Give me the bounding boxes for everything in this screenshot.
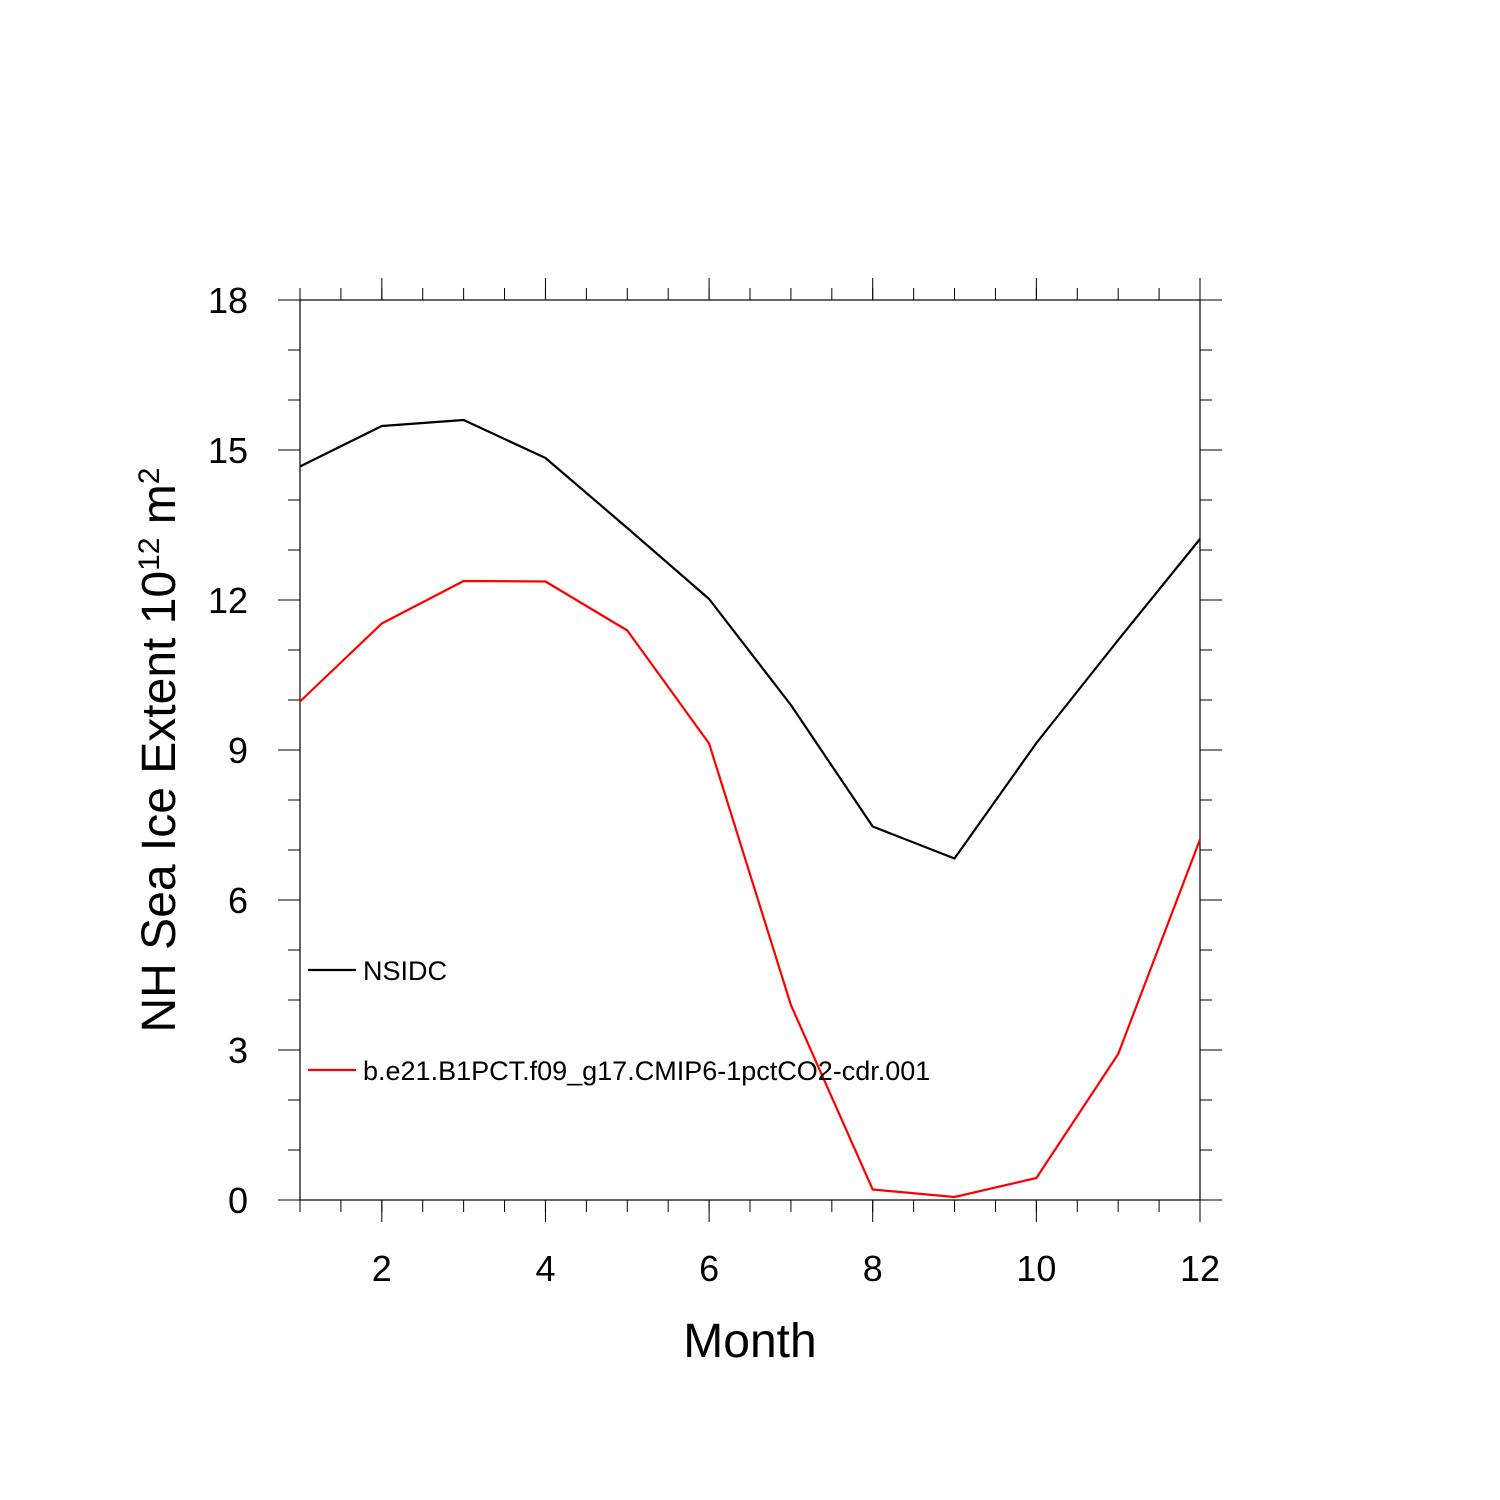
major-ticks <box>278 278 1222 1222</box>
legend: NSIDC b.e21.B1PCT.f09_g17.CMIP6-1pctCO2-c… <box>308 956 930 1086</box>
x-tick-label: 10 <box>1016 1248 1056 1289</box>
x-tick-label: 12 <box>1180 1248 1220 1289</box>
y-axis-title-exponent: 12 <box>133 538 166 571</box>
series-line-1 <box>299 418 1201 860</box>
series-line-2 <box>299 579 1202 1199</box>
y-tick-labels: 0 3 6 9 12 15 18 <box>208 280 248 1221</box>
x-tick-label: 2 <box>372 1248 392 1289</box>
y-tick-label: 9 <box>228 730 248 771</box>
y-tick-label: 3 <box>228 1030 248 1071</box>
x-tick-label: 4 <box>535 1248 555 1289</box>
legend-label: b.e21.B1PCT.f09_g17.CMIP6-1pctCO2-cdr.00… <box>363 1056 930 1086</box>
series-lines <box>299 418 1202 1199</box>
y-tick-label: 6 <box>228 880 248 921</box>
y-axis-title-text: NH Sea Ice Extent 10 <box>133 571 186 1033</box>
x-axis-title: Month <box>683 1315 816 1368</box>
y-tick-label: 18 <box>208 280 248 321</box>
legend-label: NSIDC <box>363 956 447 986</box>
x-tick-labels: 2 4 6 8 10 12 <box>372 1248 1220 1289</box>
y-axis-title: NH Sea Ice Extent 1012 m2 <box>133 468 187 1033</box>
y-tick-label: 0 <box>228 1180 248 1221</box>
y-axis-title-unit-exponent: 2 <box>133 468 166 485</box>
x-tick-label: 8 <box>863 1248 883 1289</box>
y-tick-label: 15 <box>208 430 248 471</box>
y-axis-title-unit: m <box>133 484 186 537</box>
x-tick-label: 6 <box>699 1248 719 1289</box>
plot-frame <box>299 299 1201 1201</box>
y-tick-label: 12 <box>208 580 248 621</box>
